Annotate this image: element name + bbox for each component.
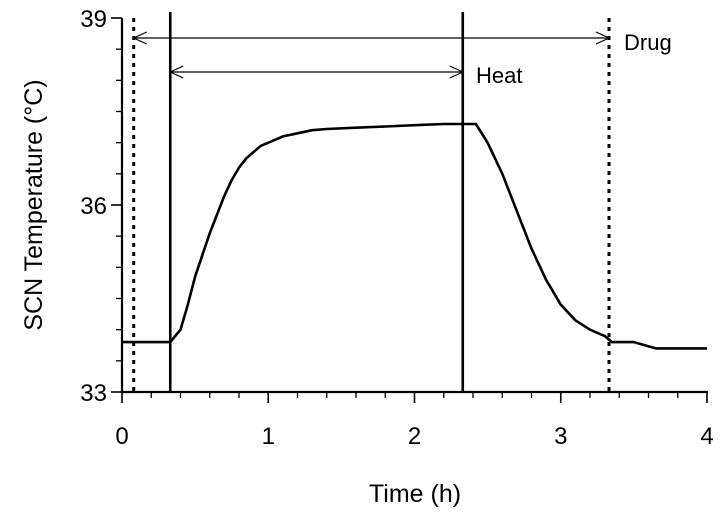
x-axis-title: Time (h): [369, 480, 461, 508]
heat-label: Heat: [476, 63, 522, 88]
labels: Time (h) SCN Temperature (°C) Heat Drug: [20, 30, 672, 508]
heat-interval-arrow-right-head: [449, 65, 465, 79]
y-axis-title: SCN Temperature (°C): [20, 79, 48, 330]
axes: 0 1 2 3 4 33 36 39: [80, 6, 713, 450]
y-tick-label-33: 33: [80, 380, 107, 407]
interval-markers: [132, 12, 611, 392]
drug-interval-arrow-right-head: [595, 31, 611, 45]
x-tick-label-3: 3: [554, 423, 567, 450]
heat-interval-arrow: [168, 65, 465, 79]
series: [122, 122, 707, 350]
y-tick-label-36: 36: [80, 193, 107, 220]
x-tick-label-1: 1: [262, 423, 275, 450]
x-tick-label-0: 0: [115, 423, 128, 450]
y-tick-label-39: 39: [80, 6, 107, 33]
x-tick-label-2: 2: [408, 423, 421, 450]
x-tick-label-4: 4: [700, 423, 713, 450]
drug-interval-arrow-left-head: [132, 31, 147, 45]
drug-label: Drug: [624, 30, 672, 55]
drug-interval-arrow: [132, 31, 611, 45]
heat-interval-arrow-left-head: [168, 65, 184, 79]
temperature-series-line-0: [122, 122, 707, 350]
